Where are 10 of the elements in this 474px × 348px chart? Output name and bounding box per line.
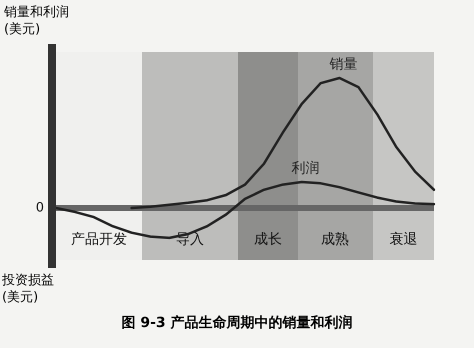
- annotation: 产品开发: [71, 232, 128, 248]
- annotation: 成长: [254, 232, 282, 248]
- annotation: 成熟: [321, 232, 350, 248]
- series-label: 利润: [292, 160, 320, 177]
- series-label: 销量: [328, 56, 358, 73]
- y-axis-title: 销量和利润(美元): [4, 4, 70, 38]
- text: 投资损益(美元): [2, 272, 55, 306]
- annotation: 衰退: [389, 232, 418, 248]
- text: 图 9-3 产品生命周期中的销量和利润: [120, 314, 354, 332]
- text: 0: [36, 200, 44, 216]
